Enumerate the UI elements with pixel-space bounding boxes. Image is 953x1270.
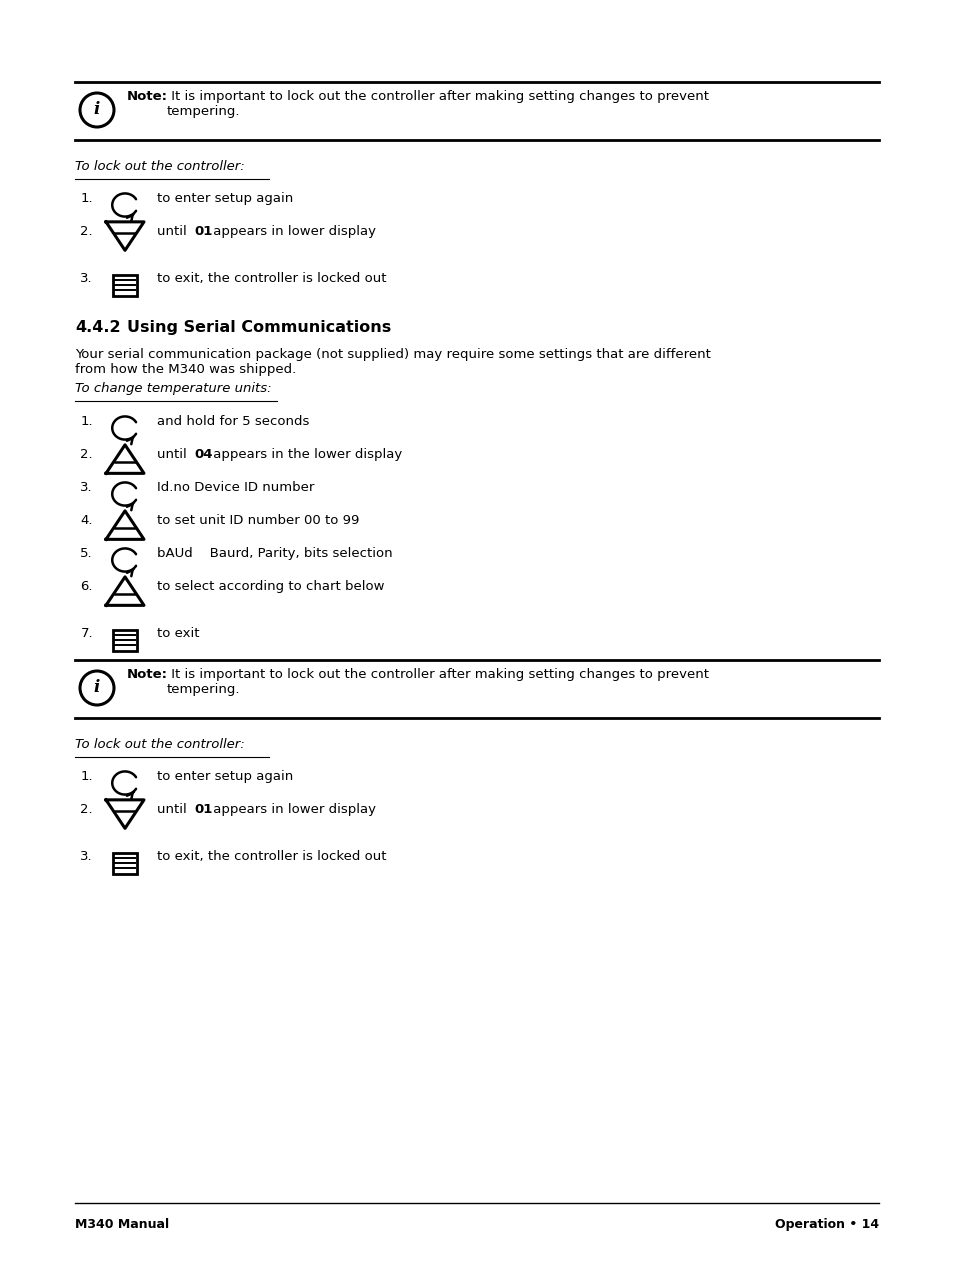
Text: until: until <box>157 803 191 817</box>
Text: 04: 04 <box>194 448 213 461</box>
Text: 01: 01 <box>194 225 213 237</box>
Text: 5.: 5. <box>80 547 92 560</box>
Text: to enter setup again: to enter setup again <box>157 770 293 784</box>
Text: to exit: to exit <box>157 627 199 640</box>
Bar <box>112 274 137 296</box>
Text: 1.: 1. <box>80 415 92 428</box>
Text: Using Serial Communications: Using Serial Communications <box>127 320 391 335</box>
Text: Id.no Device ID number: Id.no Device ID number <box>157 481 314 494</box>
Text: Your serial communication package (not supplied) may require some settings that : Your serial communication package (not s… <box>75 348 710 376</box>
Text: appears in the lower display: appears in the lower display <box>209 448 401 461</box>
Text: until: until <box>157 225 191 237</box>
Text: 2.: 2. <box>80 448 92 461</box>
Text: It is important to lock out the controller after making setting changes to preve: It is important to lock out the controll… <box>167 668 708 696</box>
Text: To change temperature units:: To change temperature units: <box>75 382 272 395</box>
Text: appears in lower display: appears in lower display <box>209 803 375 817</box>
Text: 6.: 6. <box>80 580 92 593</box>
Bar <box>112 630 137 650</box>
Text: appears in lower display: appears in lower display <box>209 225 375 237</box>
Text: 4.: 4. <box>80 514 92 527</box>
Text: 2.: 2. <box>80 803 92 817</box>
Text: Note:: Note: <box>127 90 168 103</box>
Text: and hold for 5 seconds: and hold for 5 seconds <box>157 415 309 428</box>
Text: To lock out the controller:: To lock out the controller: <box>75 160 245 173</box>
Text: Operation • 14: Operation • 14 <box>774 1218 878 1231</box>
Text: i: i <box>93 100 100 118</box>
Text: to exit, the controller is locked out: to exit, the controller is locked out <box>157 850 386 864</box>
Text: 1.: 1. <box>80 192 92 204</box>
Text: i: i <box>93 678 100 696</box>
Text: until: until <box>157 448 191 461</box>
Text: Note:: Note: <box>127 668 168 681</box>
Text: to select according to chart below: to select according to chart below <box>157 580 384 593</box>
Text: 2.: 2. <box>80 225 92 237</box>
Text: 3.: 3. <box>80 850 92 864</box>
Text: 01: 01 <box>194 803 213 817</box>
Text: to set unit ID number 00 to 99: to set unit ID number 00 to 99 <box>157 514 359 527</box>
Text: 3.: 3. <box>80 481 92 494</box>
Text: 4.4.2: 4.4.2 <box>75 320 120 335</box>
Text: 1.: 1. <box>80 770 92 784</box>
Text: To lock out the controller:: To lock out the controller: <box>75 738 245 751</box>
Text: bAUd    Baurd, Parity, bits selection: bAUd Baurd, Parity, bits selection <box>157 547 393 560</box>
Text: M340 Manual: M340 Manual <box>75 1218 169 1231</box>
Bar <box>112 852 137 874</box>
Text: to enter setup again: to enter setup again <box>157 192 293 204</box>
Text: 3.: 3. <box>80 272 92 284</box>
Text: It is important to lock out the controller after making setting changes to preve: It is important to lock out the controll… <box>167 90 708 118</box>
Text: 7.: 7. <box>80 627 92 640</box>
Text: to exit, the controller is locked out: to exit, the controller is locked out <box>157 272 386 284</box>
